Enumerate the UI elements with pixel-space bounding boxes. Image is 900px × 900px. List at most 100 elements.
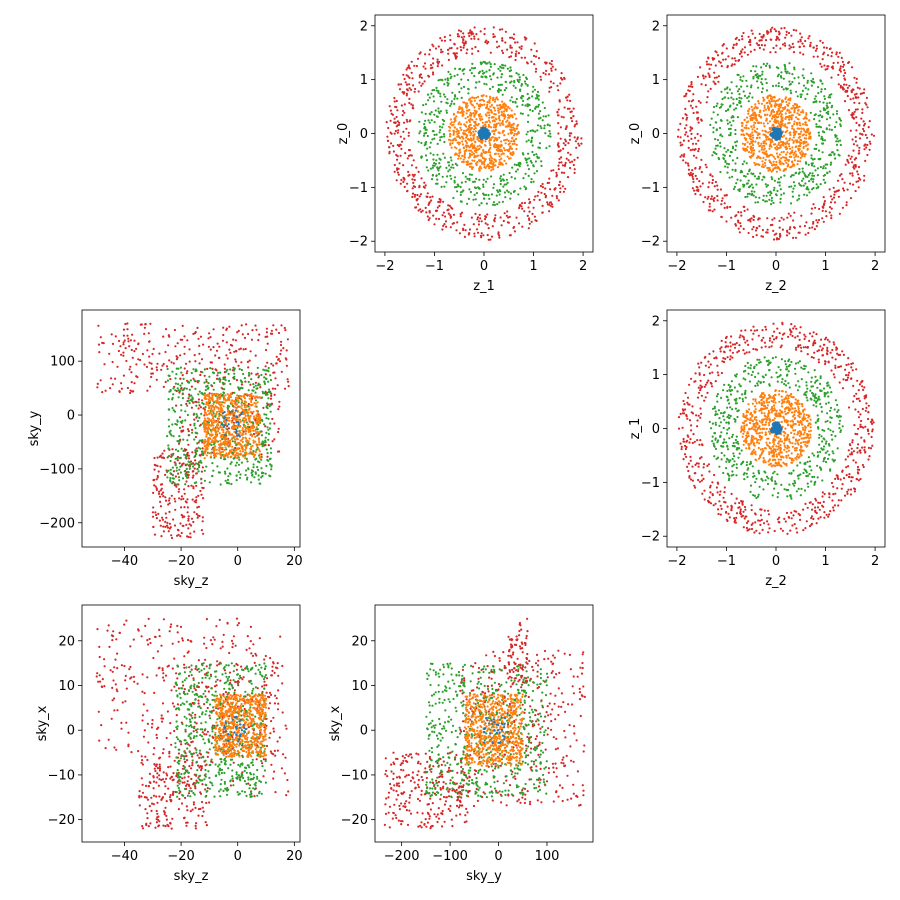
- data-point: [727, 163, 731, 166]
- data-point: [479, 105, 482, 108]
- data-point: [804, 182, 807, 185]
- data-point: [184, 464, 187, 467]
- data-point: [231, 440, 234, 443]
- data-point: [264, 365, 267, 368]
- data-point: [184, 362, 188, 365]
- data-point: [779, 146, 782, 149]
- data-point: [475, 33, 478, 36]
- data-point: [489, 97, 492, 100]
- data-point: [715, 104, 718, 108]
- data-point: [466, 115, 469, 118]
- data-point: [197, 494, 200, 497]
- data-point: [823, 131, 826, 134]
- data-point: [784, 65, 787, 68]
- data-point: [484, 222, 487, 225]
- data-point: [423, 144, 426, 147]
- data-point: [767, 131, 770, 134]
- data-point: [505, 109, 508, 112]
- data-point: [396, 155, 399, 158]
- data-point: [724, 165, 727, 168]
- data-point: [199, 447, 202, 450]
- data-point: [429, 167, 432, 170]
- data-point: [404, 152, 407, 155]
- data-point: [436, 60, 439, 64]
- data-point: [812, 81, 816, 84]
- x-axis-label: z_1: [473, 279, 495, 294]
- data-point: [159, 465, 162, 468]
- data-point: [861, 92, 864, 95]
- data-point: [497, 107, 500, 110]
- data-point: [738, 58, 741, 62]
- data-point: [446, 77, 449, 80]
- data-point: [758, 32, 761, 36]
- data-point: [798, 231, 801, 234]
- data-point: [177, 367, 180, 370]
- data-point: [728, 134, 731, 137]
- data-point: [817, 86, 820, 89]
- data-point: [475, 228, 479, 231]
- data-point: [746, 96, 749, 99]
- data-point: [534, 106, 537, 109]
- data-point: [822, 165, 825, 168]
- data-point: [835, 112, 839, 115]
- data-point: [795, 121, 799, 124]
- data-point: [199, 335, 203, 338]
- data-point: [534, 70, 538, 73]
- data-point: [730, 96, 733, 99]
- data-point: [751, 139, 754, 142]
- data-point: [455, 229, 458, 232]
- data-point: [750, 217, 753, 220]
- data-point: [493, 217, 497, 220]
- data-point: [506, 155, 509, 158]
- data-point: [270, 362, 273, 365]
- data-point: [157, 492, 161, 495]
- data-point: [762, 156, 765, 159]
- data-point: [786, 108, 789, 111]
- data-point: [801, 123, 805, 126]
- data-point: [772, 155, 775, 158]
- data-point: [437, 107, 440, 110]
- data-point: [796, 95, 799, 98]
- data-point: [832, 196, 836, 199]
- data-point: [734, 107, 738, 110]
- data-point: [489, 155, 492, 158]
- data-point: [201, 392, 204, 395]
- data-point: [754, 103, 757, 106]
- data-point: [716, 102, 719, 105]
- data-point: [526, 105, 529, 108]
- data-point: [442, 133, 446, 136]
- data-point: [503, 183, 506, 186]
- data-point: [501, 39, 504, 42]
- data-point: [755, 42, 759, 45]
- data-point: [276, 384, 279, 387]
- data-point: [483, 163, 486, 166]
- data-point: [808, 180, 811, 183]
- data-point: [826, 107, 829, 110]
- data-point: [226, 407, 229, 410]
- data-point: [558, 99, 561, 102]
- data-point: [242, 348, 245, 351]
- data-point: [496, 46, 499, 49]
- data-point: [207, 345, 210, 348]
- data-point: [183, 506, 186, 509]
- data-point: [828, 206, 832, 209]
- data-point: [765, 150, 768, 153]
- data-point: [448, 47, 451, 50]
- data-point: [811, 172, 814, 175]
- data-point: [551, 194, 554, 197]
- data-point: [529, 129, 532, 132]
- data-point: [497, 83, 500, 87]
- data-point: [558, 157, 561, 160]
- data-point: [406, 89, 409, 92]
- data-point: [471, 159, 474, 162]
- data-point: [240, 324, 243, 327]
- data-point: [702, 74, 705, 77]
- data-point: [476, 216, 480, 219]
- data-point: [514, 100, 517, 103]
- data-point: [137, 343, 140, 346]
- data-point: [284, 357, 287, 360]
- data-point: [280, 349, 283, 352]
- data-point: [814, 206, 817, 209]
- data-point: [705, 101, 708, 104]
- data-point: [484, 216, 488, 219]
